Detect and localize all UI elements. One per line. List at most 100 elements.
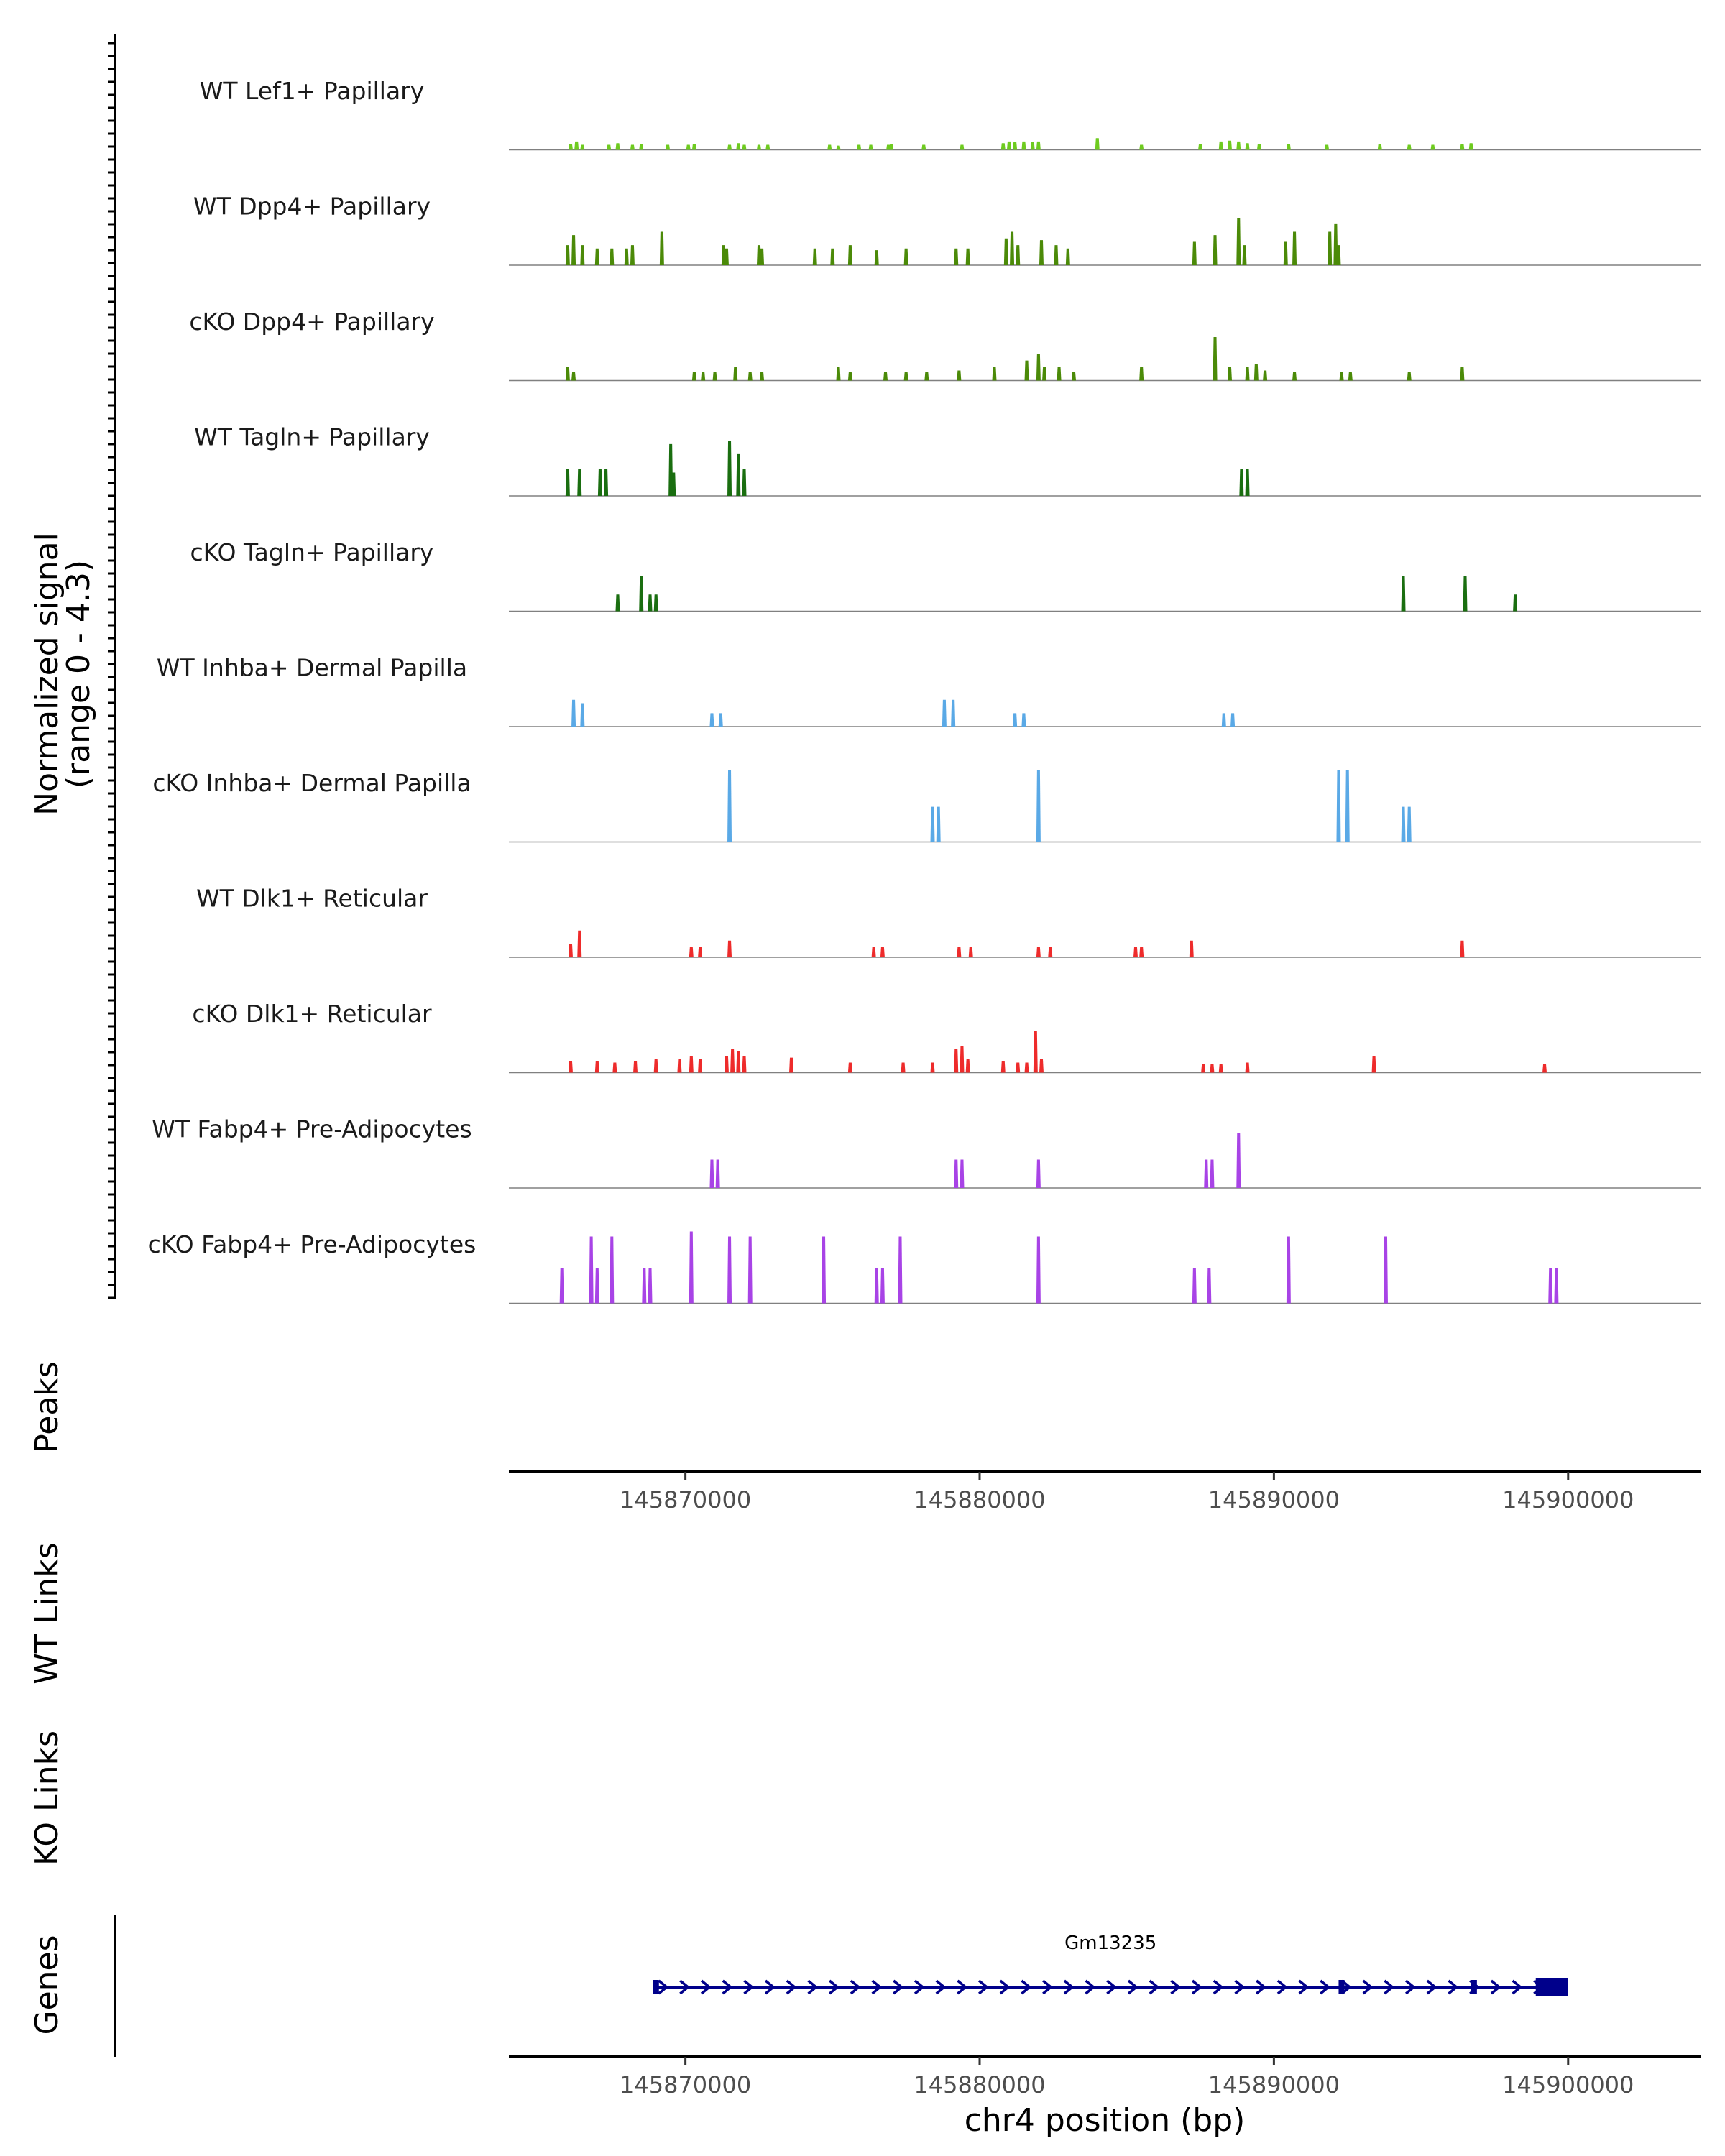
strand-arrow-icon (978, 1979, 989, 1995)
signal-peak (701, 372, 706, 381)
strand-arrow-icon (1042, 1979, 1053, 1995)
strand-arrow-icon (1191, 1979, 1202, 1995)
signal-peak (847, 1062, 852, 1073)
signal-peak (1242, 245, 1247, 265)
signal-peak (580, 703, 585, 727)
x-tick-label: 145880000 (914, 1486, 1045, 1514)
signal-peak (730, 1049, 735, 1073)
strand-arrow-icon (1340, 1979, 1352, 1995)
signal-peak (709, 1159, 714, 1188)
track-label: WT Fabp4+ Pre-Adipocytes (152, 1115, 472, 1143)
signal-peak (727, 940, 732, 957)
x-tick-label: 145900000 (1502, 2071, 1634, 2099)
x-tick-label: 145880000 (914, 2071, 1045, 2099)
signal-peak (698, 947, 703, 957)
signal-peak (871, 947, 876, 957)
track-label: WT Inhba+ Dermal Papilla (157, 654, 467, 682)
signal-peak (1221, 713, 1226, 727)
signal-peak (957, 947, 962, 957)
signal-peak (727, 1236, 732, 1304)
signal-peak (1548, 1268, 1553, 1304)
signal-peak (1192, 1268, 1197, 1304)
signal-peak (1033, 1031, 1038, 1073)
genes-x-axis: 145870000 145880000 145890000 145900000 (620, 2057, 1634, 2099)
track-label: cKO Dlk1+ Reticular (192, 1000, 432, 1028)
signal-peak (868, 144, 873, 150)
signal-peak (1133, 947, 1138, 957)
signal-peak (1210, 1064, 1215, 1073)
signal-peak (1207, 1268, 1212, 1304)
track-label: WT Dlk1+ Reticular (196, 885, 428, 913)
signal-peak (1371, 1056, 1376, 1073)
signal-peak (594, 1061, 599, 1073)
signal-peak (822, 1236, 827, 1304)
gene-exon (1535, 1978, 1568, 1996)
signal-peak (1213, 235, 1218, 265)
signal-peak (610, 1236, 615, 1304)
signal-peak (607, 144, 612, 150)
signal-peak (1283, 241, 1288, 265)
signal-peak (568, 944, 573, 957)
coverage-track: cKO Tagln+ Papillary (190, 538, 1701, 612)
coverage-track: WT Dlk1+ Reticular (196, 885, 1701, 958)
signal-peak (960, 1046, 965, 1073)
signal-peak (589, 1236, 594, 1304)
signal-peak (1460, 940, 1465, 957)
signal-peak (1016, 1062, 1021, 1073)
signal-peak (639, 576, 644, 612)
strand-arrow-icon (743, 1979, 755, 1995)
strand-arrow-icon (679, 1979, 691, 1995)
signal-peak (760, 248, 765, 265)
signal-peak (1245, 143, 1250, 150)
signal-peak (836, 145, 841, 150)
signal-peak (712, 372, 717, 381)
signal-peak (1460, 367, 1465, 381)
signal-peak (965, 248, 970, 265)
signal-peak (715, 1159, 720, 1188)
signal-peak (1407, 372, 1412, 381)
signal-peak (874, 250, 879, 265)
signal-peak (880, 1268, 885, 1304)
signal-peak (1286, 1236, 1291, 1304)
signal-peak (577, 469, 582, 496)
coverage-track: WT Dpp4+ Papillary (193, 193, 1701, 266)
signal-peak (903, 248, 908, 265)
strand-arrow-icon (786, 1979, 797, 1995)
signal-peak (968, 947, 973, 957)
signal-peak (1036, 1159, 1041, 1188)
signal-peak (1345, 770, 1350, 842)
signal-peak (1263, 370, 1268, 381)
signal-peak (1336, 770, 1341, 842)
signal-peak (736, 453, 741, 496)
gene-exon (1338, 1980, 1345, 1994)
signal-peak (1236, 141, 1241, 150)
peaks-panel-label: Peaks (29, 1361, 65, 1452)
signal-peak (930, 1062, 935, 1073)
signal-peak (574, 141, 579, 150)
strand-arrow-icon (1362, 1979, 1374, 1995)
signal-peak (921, 144, 926, 150)
signal-peak (1348, 372, 1353, 381)
strand-arrow-icon (850, 1979, 861, 1995)
signal-peak (1003, 238, 1008, 265)
signal-peak (1213, 337, 1218, 381)
signal-peak (671, 472, 676, 496)
signal-peak (689, 1056, 694, 1073)
coverage-y-range: (range 0 - 4.3) (60, 560, 97, 788)
strand-arrow-icon (658, 1979, 669, 1995)
signal-peak (580, 245, 585, 265)
strand-arrow-icon (1384, 1979, 1395, 1995)
signal-peak (874, 1268, 879, 1304)
signal-peak (565, 245, 570, 265)
strand-arrow-icon (1320, 1979, 1331, 1995)
signal-peak (1377, 144, 1382, 150)
signal-peak (718, 713, 723, 727)
signal-peak (1189, 940, 1194, 957)
signal-peak (1198, 144, 1203, 150)
signal-peak (653, 1059, 658, 1073)
signal-peak (1030, 142, 1035, 150)
signal-peak (1236, 1133, 1241, 1188)
strand-arrow-icon (1149, 1979, 1160, 1995)
strand-arrow-icon (829, 1979, 840, 1995)
signal-peak (954, 248, 959, 265)
